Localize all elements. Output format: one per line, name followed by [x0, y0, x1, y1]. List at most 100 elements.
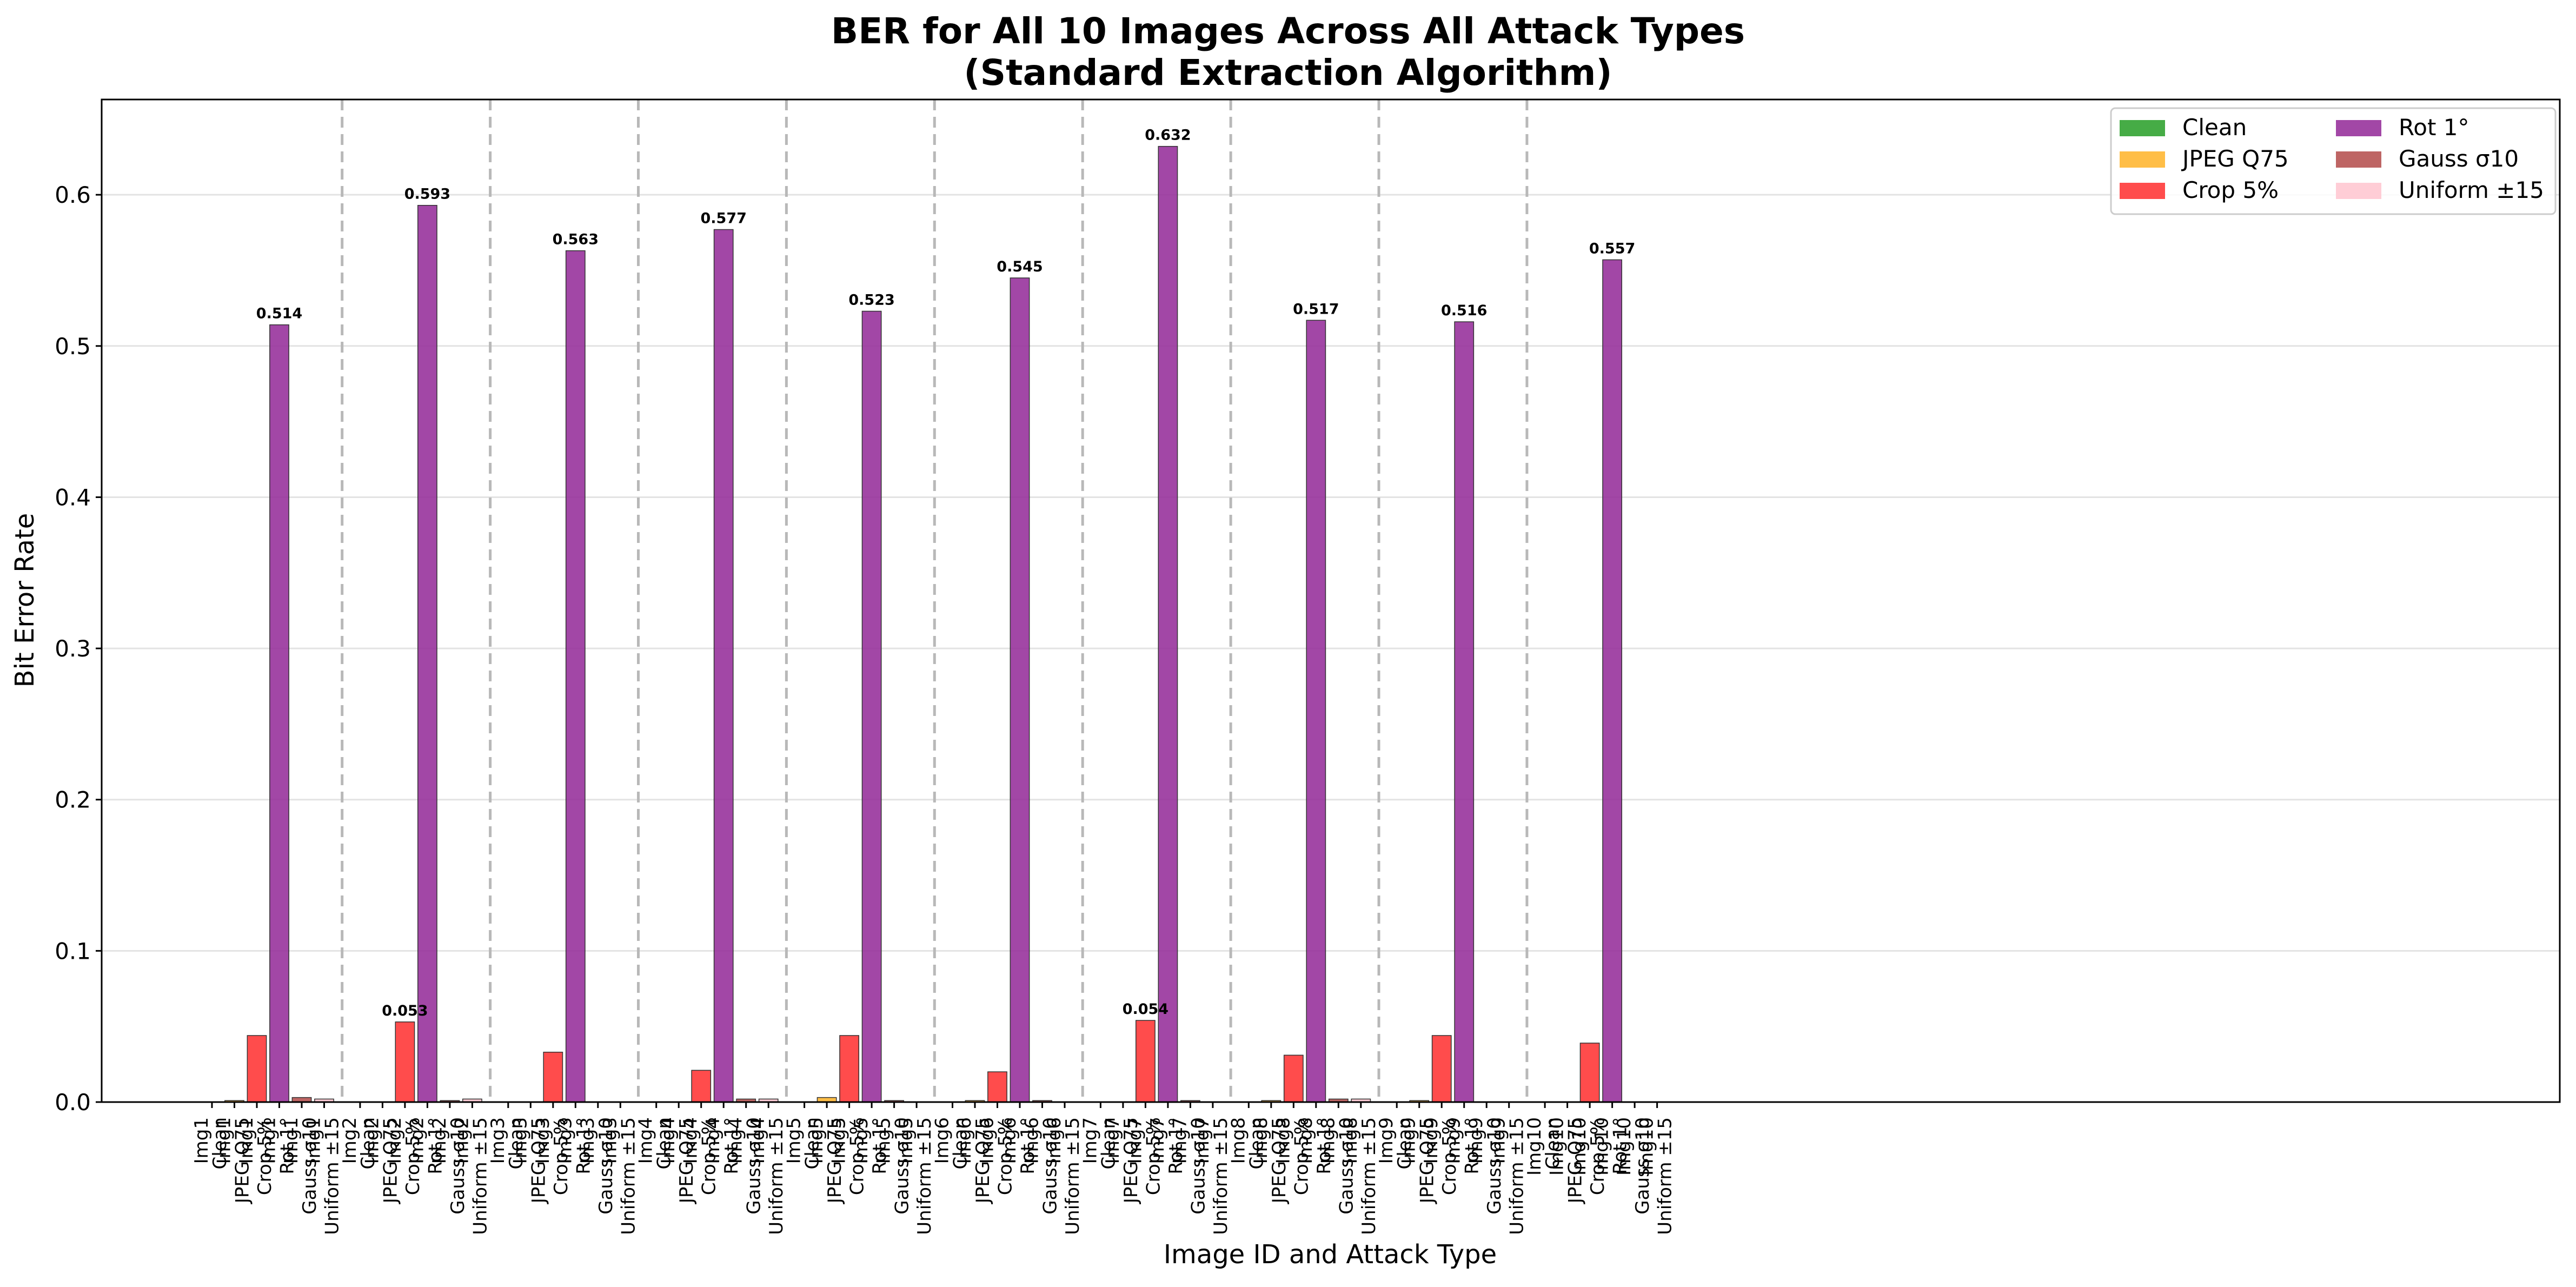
x-tick-attack-label: Crop 5%: [1439, 1117, 1460, 1195]
x-tick-attack-label: Gauss σ10: [1632, 1117, 1654, 1215]
x-tick-image-label: Img9: [1398, 1117, 1420, 1164]
x-tick-attack-label: Clean: [506, 1117, 527, 1170]
x-tick-image-label: Img4: [702, 1117, 724, 1164]
x-tick-image-label: Img8: [1227, 1117, 1249, 1164]
x-tick-image-label: Img8: [1250, 1117, 1272, 1164]
x-tick-attack-label: Uniform ±15: [469, 1117, 491, 1235]
x-tick-attack-label: JPEG Q75: [972, 1117, 994, 1204]
bar: [247, 1035, 267, 1103]
x-tick-image-label: Img6: [954, 1117, 975, 1164]
x-tick-attack-label: Clean: [950, 1117, 972, 1170]
x-tick-attack-label: Crop 5%: [847, 1117, 868, 1195]
x-tick-image-label: Img8: [1340, 1117, 1362, 1164]
x-tick-image-label: Img10: [1614, 1117, 1635, 1176]
bar-value-label: 0.563: [553, 231, 599, 248]
y-tick-label: 0.3: [55, 635, 91, 662]
x-tick-attack-label: Uniform ±15: [618, 1117, 639, 1235]
x-tick-attack-label: Uniform ±15: [1358, 1117, 1380, 1235]
x-tick-attack-label: JPEG Q75: [1269, 1117, 1290, 1204]
bar-value-label: 0.577: [700, 210, 746, 227]
legend-label: Rot 1°: [2399, 114, 2469, 141]
legend-swatch: [2120, 183, 2165, 199]
bar: [543, 1051, 563, 1103]
x-tick-attack-label: Clean: [357, 1117, 379, 1170]
x-tick-image-label: Img5: [895, 1117, 917, 1164]
x-tick-attack-label: Rot 1°: [1462, 1117, 1483, 1175]
x-tick-image-label: Img5: [828, 1117, 850, 1164]
y-tick-label: 0.0: [55, 1089, 91, 1116]
x-tick-attack-label: Clean: [1246, 1117, 1267, 1170]
bar: [1136, 1020, 1156, 1103]
x-tick-image-label: Img4: [747, 1117, 769, 1164]
image-separators: [341, 99, 1529, 1102]
bar-value-label: 0.632: [1145, 127, 1191, 144]
x-tick-attack-label: Rot 1°: [573, 1117, 594, 1175]
x-tick-attack-label: Crop 5%: [699, 1117, 720, 1195]
x-tick-image-label: Img5: [784, 1117, 805, 1164]
x-tick-image-label: Img7: [1079, 1117, 1101, 1164]
x-tick-image-label: Img2: [384, 1117, 406, 1164]
x-tick-attack-label: JPEG Q75: [380, 1117, 401, 1204]
bar-value-label: 0.545: [997, 258, 1043, 275]
x-tick-image-label: Img10: [1546, 1117, 1568, 1176]
bar: [839, 1035, 859, 1103]
x-tick-image-label: Img2: [339, 1117, 361, 1164]
x-tick-image-label: Img3: [599, 1117, 621, 1164]
bar: [987, 1071, 1007, 1103]
x-tick-attack-label: Uniform ±15: [1506, 1117, 1528, 1235]
x-tick-image-label: Img5: [873, 1117, 895, 1164]
y-tick-label: 0.4: [55, 484, 91, 510]
x-tick-attack-label: Gauss σ10: [1484, 1117, 1505, 1215]
bar-value-label: 0.557: [1589, 240, 1635, 257]
bar-value-label: 0.053: [382, 1003, 428, 1019]
x-tick-attack-label: Gauss σ10: [892, 1117, 913, 1215]
y-axis-ticks: 0.0 0.1 0.2 0.3 0.4 0.5 0.6: [55, 182, 102, 1116]
bar: [1602, 259, 1622, 1103]
x-tick-attack-label: Rot 1°: [424, 1117, 446, 1175]
x-tick-attack-label: Gauss σ10: [743, 1117, 765, 1215]
bar-value-label: 0.514: [256, 306, 302, 322]
legend-label: JPEG Q75: [2181, 145, 2289, 172]
x-tick-image-label: Img6: [1021, 1117, 1043, 1164]
x-tick-image-label: Img6: [977, 1117, 998, 1164]
x-tick-image-label: Img1: [258, 1117, 280, 1164]
bar: [691, 1070, 712, 1103]
legend-box: [2110, 107, 2557, 215]
x-tick-image-label: Img4: [635, 1117, 657, 1164]
bar-value-labels: 0.514 0.053 0.593 0.563 0.577 0.523 0.545 0.054…: [256, 127, 1636, 1019]
x-tick-attack-label: JPEG Q75: [824, 1117, 846, 1204]
x-tick-attack-label: Crop 5%: [402, 1117, 424, 1195]
x-tick-attack-label: Gauss σ10: [1187, 1117, 1209, 1215]
x-tick-image-label: Img3: [554, 1117, 576, 1164]
x-tick-image-label: Img4: [725, 1117, 747, 1164]
y-tick-label: 0.5: [55, 333, 91, 360]
bar: [1010, 277, 1030, 1103]
x-tick-image-label: Img4: [658, 1117, 679, 1164]
bar: [269, 324, 289, 1103]
x-tick-attack-label: Uniform ±15: [1062, 1117, 1084, 1235]
x-tick-attack-label: Crop 5%: [1587, 1117, 1609, 1195]
x-tick-image-label: Img1: [214, 1117, 235, 1164]
x-tick-image-label: Img10: [1524, 1117, 1545, 1176]
x-tick-attack-label: Uniform ±15: [1210, 1117, 1232, 1235]
x-axis-label: Image ID and Attack Type: [1164, 1239, 1497, 1270]
bar: [1431, 1035, 1452, 1103]
x-tick-image-label: Img7: [1192, 1117, 1213, 1164]
x-tick-image-label: Img6: [932, 1117, 953, 1164]
x-tick-attack-label: Rot 1°: [1165, 1117, 1187, 1175]
y-axis-label: Bit Error Rate: [10, 513, 40, 688]
x-tick-attack-label: Gauss σ10: [1040, 1117, 1061, 1215]
bar-value-label: 0.593: [404, 186, 450, 203]
x-tick-attack-label: Rot 1°: [869, 1117, 891, 1175]
legend: Clean JPEG Q75 Crop 5% Rot 1° Gauss σ10 Unifo…: [2110, 107, 2557, 215]
legend-swatch: [2336, 183, 2381, 199]
bar-value-label: 0.054: [1123, 1001, 1169, 1018]
x-tick-attack-label: Gauss σ10: [447, 1117, 469, 1215]
x-tick-attack-label: Uniform ±15: [914, 1117, 935, 1235]
x-tick-image-label: Img5: [806, 1117, 827, 1164]
x-tick-image-label: Img3: [487, 1117, 509, 1164]
x-tick-attack-label: Crop 5%: [550, 1117, 572, 1195]
x-tick-image-label: Img10: [1591, 1117, 1613, 1176]
x-tick-attack-label: Uniform ±15: [766, 1117, 787, 1235]
